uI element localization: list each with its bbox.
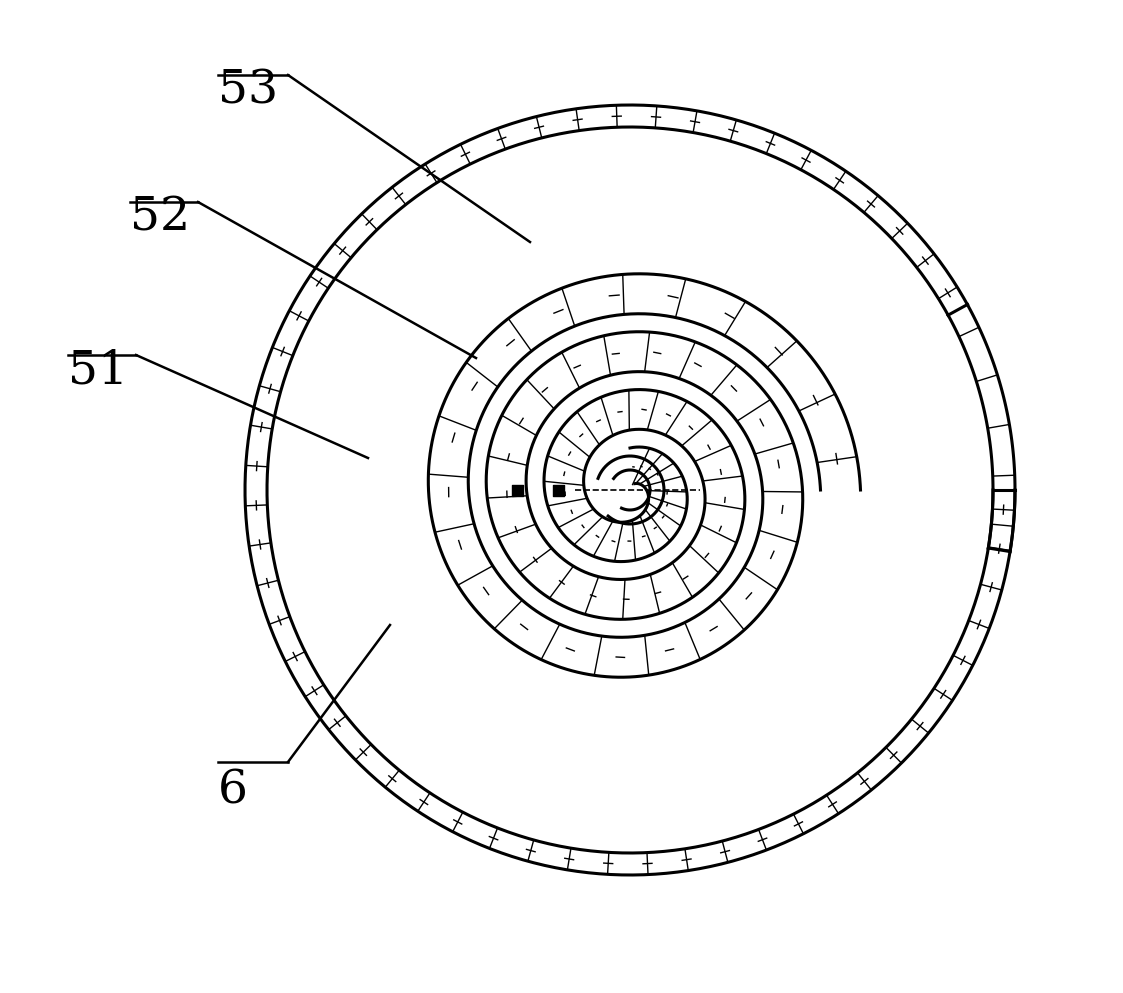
Text: 51: 51	[69, 348, 128, 393]
Text: 6: 6	[218, 768, 248, 813]
Text: 53: 53	[218, 68, 279, 113]
Text: 52: 52	[130, 195, 190, 240]
